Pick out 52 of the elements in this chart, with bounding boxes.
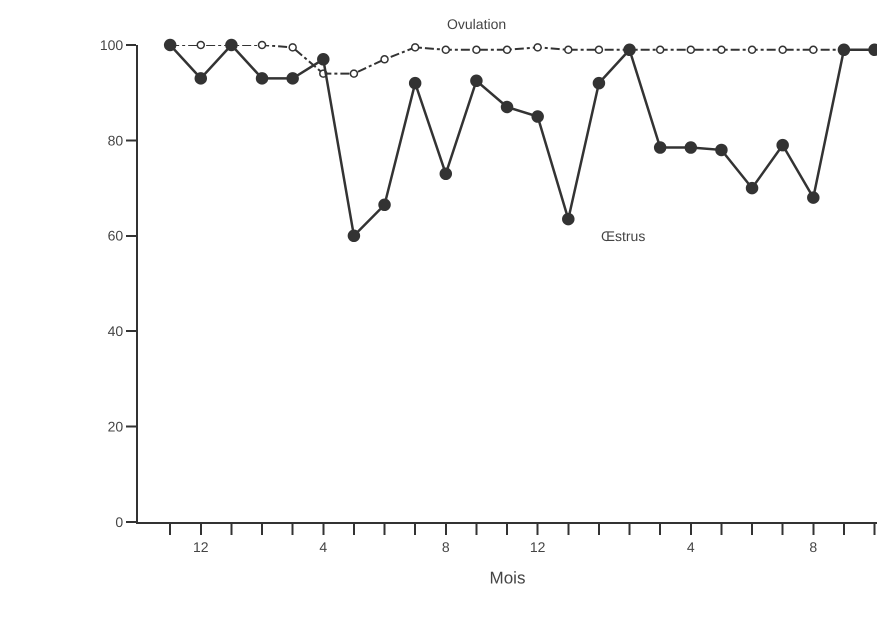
x-tick-label: 4 (686, 538, 695, 555)
point (717, 46, 726, 54)
point (686, 46, 696, 54)
point (350, 69, 358, 78)
x-tick-label: 8 (442, 538, 450, 555)
point (317, 53, 330, 66)
point (500, 100, 514, 114)
point (594, 46, 604, 54)
point (256, 72, 268, 85)
point (592, 76, 606, 90)
point (410, 43, 420, 52)
point (748, 46, 756, 54)
point (472, 46, 481, 54)
y-tick-label: 0 (115, 514, 124, 530)
y-tick-label: 80 (108, 132, 124, 148)
point (194, 72, 208, 85)
point (746, 182, 758, 194)
point (531, 110, 544, 123)
point (440, 168, 452, 180)
point (533, 43, 542, 52)
y-tick-label: 100 (100, 36, 124, 53)
point (286, 72, 299, 85)
x-tick-label: 8 (809, 538, 818, 555)
y-tick-label: 60 (108, 228, 124, 244)
text: Œstrus (601, 228, 646, 244)
point (715, 144, 728, 156)
point (258, 40, 266, 50)
point (654, 141, 666, 154)
point (776, 138, 789, 152)
point (502, 46, 512, 54)
point (807, 191, 820, 204)
point (564, 46, 573, 54)
x-tick-label: 12 (192, 538, 209, 555)
x-axis-title: Mois (490, 568, 526, 588)
point (378, 198, 391, 212)
x-tick-label: 4 (319, 538, 328, 555)
point (408, 76, 422, 90)
point (442, 46, 450, 54)
point (470, 74, 483, 88)
series-label: Ovulation (447, 16, 506, 32)
point (380, 55, 389, 64)
point (288, 43, 297, 52)
point (778, 46, 787, 54)
point (684, 141, 698, 154)
point (809, 46, 818, 54)
point (656, 46, 664, 54)
y-tick-label: 20 (108, 418, 124, 434)
point (196, 40, 206, 50)
point (562, 212, 575, 226)
x-tick-label: 12 (530, 538, 546, 555)
y-tick-label: 40 (108, 323, 124, 340)
point (348, 230, 360, 242)
